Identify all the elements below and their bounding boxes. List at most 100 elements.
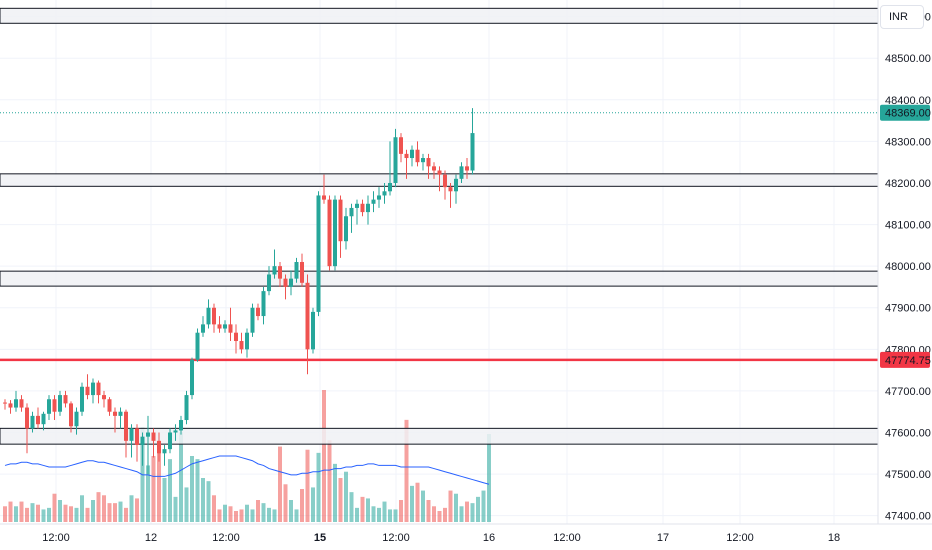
candlestick <box>146 415 150 475</box>
candle-body <box>239 341 244 350</box>
candlestick <box>52 395 57 421</box>
volume-bar <box>146 465 150 522</box>
candle-body <box>80 386 84 412</box>
price-tick-label: 47700.00 <box>885 386 931 398</box>
candle-body <box>448 187 453 192</box>
volume-bar <box>239 509 244 522</box>
candle-body <box>344 216 348 242</box>
candlestick <box>377 187 381 208</box>
candlestick <box>459 162 464 183</box>
volume-bar <box>157 451 161 522</box>
volume-bar <box>85 507 90 522</box>
volume-bar <box>316 452 321 522</box>
candle-body <box>426 158 431 167</box>
time-axis[interactable]: 12:00 12 12:00 15 12:00 16 12:00 17 12:00 18 <box>42 532 840 544</box>
candle-body <box>305 282 310 350</box>
candlestick <box>327 195 332 271</box>
candlestick <box>267 266 271 296</box>
candlestick <box>465 158 469 179</box>
candlestick <box>360 199 365 217</box>
candle-body <box>212 307 216 325</box>
candlestick <box>151 428 156 458</box>
volume-bar <box>190 456 194 522</box>
candle-body <box>272 266 277 275</box>
candle-body <box>19 399 24 408</box>
candle-body <box>333 199 337 267</box>
candle-body <box>179 420 183 431</box>
candle-body <box>217 324 222 329</box>
candlestick <box>80 382 84 416</box>
candle-body <box>151 432 156 441</box>
candle-body <box>107 399 112 412</box>
candle-body <box>30 415 35 429</box>
candle-body <box>470 133 475 171</box>
candlestick <box>217 316 222 333</box>
volume-bar <box>30 503 35 522</box>
price-axis[interactable]: 48600.0048500.0048400.0048300.0048200.00… <box>885 12 931 523</box>
candlestick <box>63 390 68 408</box>
volume-bar <box>454 493 458 522</box>
candle-body <box>113 411 117 416</box>
volume-bar <box>267 507 271 522</box>
candle-body <box>371 199 376 204</box>
volume-bar <box>256 500 260 522</box>
volume-bar <box>421 490 425 522</box>
volume-bar <box>476 496 480 522</box>
candle-body <box>256 307 260 317</box>
candlestick <box>289 270 293 296</box>
price-tick-label: 47400.00 <box>885 511 931 523</box>
volume-bar <box>294 509 299 522</box>
volume-bar <box>179 432 183 522</box>
candlestick <box>91 378 95 404</box>
volume-bar <box>305 449 310 522</box>
candle-body <box>294 262 299 279</box>
volume-bar <box>487 434 491 522</box>
candle-body <box>388 182 392 192</box>
candle-body <box>41 413 46 425</box>
currency-button[interactable]: INR <box>880 5 924 29</box>
candlestick <box>278 262 282 287</box>
volume-bar <box>338 478 343 522</box>
volume-bar <box>151 456 156 522</box>
candlestick <box>239 332 244 354</box>
candle-body <box>8 403 13 408</box>
volume-bar <box>360 496 365 522</box>
candlestick <box>470 108 475 175</box>
candle-body <box>283 278 288 287</box>
candlestick <box>140 432 145 466</box>
volume-bar <box>129 495 134 522</box>
candlestick <box>443 170 447 200</box>
candle-body <box>3 402 7 404</box>
volume-bar <box>355 507 359 522</box>
price-zone[interactable] <box>0 270 879 287</box>
candlestick <box>245 328 249 358</box>
candle-body <box>58 395 62 412</box>
candle-body <box>338 199 343 242</box>
volume-bar <box>333 463 337 522</box>
volume-bar <box>261 503 266 522</box>
candle-body <box>421 158 425 163</box>
volume-bar <box>124 507 128 522</box>
candlesticks <box>3 108 475 475</box>
volume-bar <box>80 495 84 522</box>
candle-body <box>201 324 205 333</box>
candlestick <box>349 203 354 233</box>
candle-body <box>135 428 139 445</box>
price-zone[interactable] <box>0 7 879 24</box>
candlestick <box>371 191 376 213</box>
volume-bar <box>91 500 95 522</box>
volume-bar <box>234 511 238 522</box>
candlestick <box>399 133 403 163</box>
volume-bar <box>322 390 326 522</box>
volume-bar <box>426 500 431 522</box>
volume-bar <box>283 484 288 522</box>
volume-bar <box>201 478 205 522</box>
volume-bar <box>206 481 211 522</box>
candle-body <box>206 307 211 325</box>
candle-body <box>96 382 101 396</box>
candlestick <box>184 390 189 425</box>
candlestick <box>14 390 18 412</box>
candlestick <box>388 141 392 196</box>
candlestick <box>25 403 29 454</box>
